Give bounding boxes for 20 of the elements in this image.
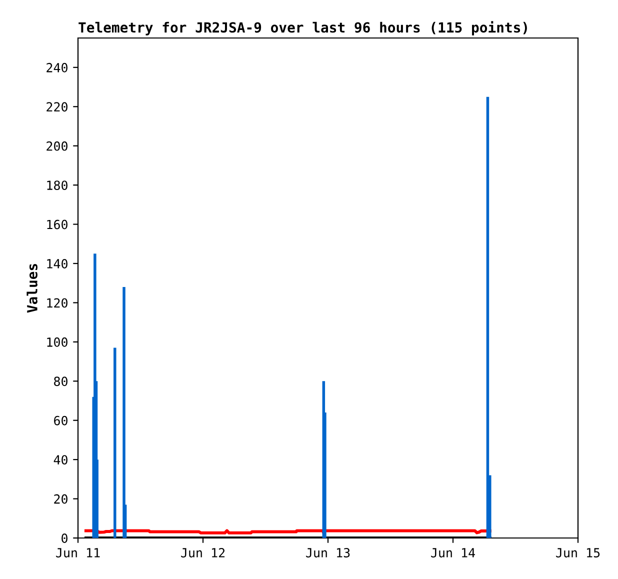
y-tick-label: 180: [47, 180, 68, 190]
y-tick-label: 140: [47, 258, 68, 268]
y-tick-label: 120: [47, 298, 68, 308]
chart-title: Telemetry for JR2JSA-9 over last 96 hours (115 points): [78, 21, 527, 36]
x-tick-label: Jun 11: [56, 548, 100, 558]
x-tick-label: Jun 15: [556, 548, 600, 558]
y-tick-label: 80: [54, 376, 68, 386]
y-tick-label: 200: [46, 141, 68, 151]
y-tick-label: 160: [47, 220, 68, 230]
y-tick-label: 100: [47, 337, 68, 347]
y-tick-label: 240: [46, 62, 68, 72]
x-tick-label: Jun 12: [181, 548, 225, 558]
y-tick-label: 40: [54, 455, 68, 465]
y-tick-label: 0: [62, 534, 68, 543]
y-tick-label: 20: [54, 494, 68, 504]
x-tick-label: Jun 13: [306, 548, 350, 558]
y-tick-label: 220: [46, 102, 68, 112]
y-axis-title: Values: [26, 264, 38, 313]
x-tick-label: Jun 14: [431, 548, 475, 558]
y-tick-label: 60: [54, 416, 68, 426]
